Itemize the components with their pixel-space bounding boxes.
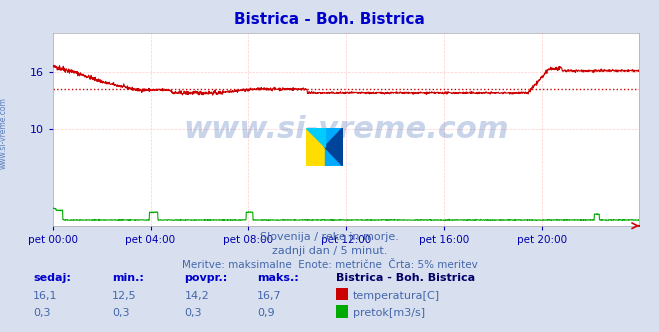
Text: 0,3: 0,3: [185, 308, 202, 318]
Text: 12,5: 12,5: [112, 291, 136, 301]
Text: 0,3: 0,3: [112, 308, 130, 318]
Text: povpr.:: povpr.:: [185, 273, 228, 283]
Text: Meritve: maksimalne  Enote: metrične  Črta: 5% meritev: Meritve: maksimalne Enote: metrične Črta…: [182, 260, 477, 270]
Text: 14,2: 14,2: [185, 291, 210, 301]
Text: sedaj:: sedaj:: [33, 273, 71, 283]
Text: 0,9: 0,9: [257, 308, 275, 318]
Text: pretok[m3/s]: pretok[m3/s]: [353, 308, 425, 318]
Text: temperatura[C]: temperatura[C]: [353, 291, 440, 301]
Polygon shape: [325, 128, 343, 166]
Text: 16,7: 16,7: [257, 291, 281, 301]
Text: 16,1: 16,1: [33, 291, 57, 301]
Text: Bistrica - Boh. Bistrica: Bistrica - Boh. Bistrica: [336, 273, 475, 283]
Polygon shape: [325, 128, 343, 166]
Text: 0,3: 0,3: [33, 308, 51, 318]
Text: Slovenija / reke in morje.: Slovenija / reke in morje.: [260, 232, 399, 242]
Polygon shape: [306, 128, 325, 147]
Text: zadnji dan / 5 minut.: zadnji dan / 5 minut.: [272, 246, 387, 256]
Text: Bistrica - Boh. Bistrica: Bistrica - Boh. Bistrica: [234, 12, 425, 27]
Text: www.si-vreme.com: www.si-vreme.com: [0, 97, 8, 169]
Polygon shape: [306, 128, 325, 166]
Text: www.si-vreme.com: www.si-vreme.com: [183, 115, 509, 144]
Bar: [336, 305, 348, 318]
Bar: [336, 288, 348, 300]
Text: maks.:: maks.:: [257, 273, 299, 283]
Text: min.:: min.:: [112, 273, 144, 283]
